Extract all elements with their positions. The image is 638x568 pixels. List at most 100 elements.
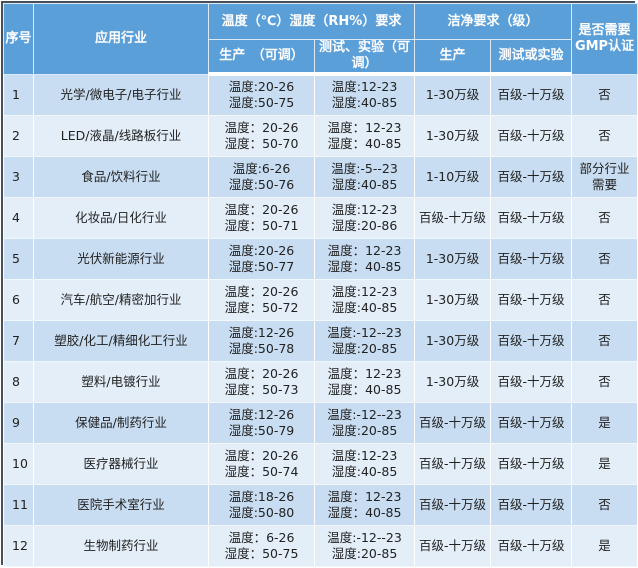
row-clean-production: 百级-十万级 (414, 525, 492, 567)
row-production-range: 温度:12-26 湿度:50-79 (208, 402, 315, 444)
table-row: 6 汽车/航空/精密加行业 温度：20-26 湿度：50-72 温度:12-23 湿度:4… (3, 279, 638, 321)
test-temp: 温度：12-23 (327, 242, 402, 258)
row-production-range: 温度:20-26 湿度:50-75 (208, 74, 315, 116)
row-clean-production: 百级-十万级 (414, 402, 492, 444)
prod-temp: 温度：6-26 (228, 529, 295, 545)
row-test-range: 温度：12-23 湿度：40-85 (313, 484, 416, 526)
row-clean-test: 百级-十万级 (490, 238, 573, 280)
prod-temp: 温度:20-26 (228, 242, 295, 258)
row-industry: 塑料/电镀行业 (33, 361, 209, 403)
table-row: 4 化妆品/日化行业 温度：20-26 湿度：50-71 温度:12-23 湿度:20-8… (3, 197, 638, 239)
row-index: 12 (3, 525, 34, 567)
test-humidity: 湿度：40-85 (327, 258, 402, 274)
prod-humidity: 湿度:50-79 (228, 422, 295, 438)
row-clean-test: 百级-十万级 (490, 115, 573, 157)
prod-temp: 温度:12-26 (228, 324, 295, 340)
row-index: 2 (3, 115, 34, 157)
row-production-range: 温度：20-26 湿度：50-74 (208, 443, 315, 485)
row-gmp: 是 (571, 402, 638, 444)
test-humidity: 湿度:40-85 (331, 299, 398, 315)
test-temp: 温度:12-23 (331, 283, 398, 299)
table-row: 2 LED/液晶/线路板行业 温度：20-26 湿度：50-70 温度：12-23 湿度：… (3, 115, 638, 157)
header-clean-test: 测试或实验 (490, 39, 573, 76)
row-clean-production: 百级-十万级 (414, 197, 492, 239)
test-temp: 温度：12-23 (327, 119, 402, 135)
header-clean-production: 生产 (414, 39, 492, 76)
test-temp: 温度：12-23 (327, 365, 402, 381)
row-industry: LED/液晶/线路板行业 (33, 115, 209, 157)
row-clean-test: 百级-十万级 (490, 443, 573, 485)
row-index: 5 (3, 238, 34, 280)
row-clean-test: 百级-十万级 (490, 320, 573, 362)
row-gmp: 否 (571, 279, 638, 321)
row-index: 4 (3, 197, 34, 239)
row-clean-production: 1-10万级 (414, 156, 492, 198)
prod-temp: 温度：20-26 (224, 201, 299, 217)
row-clean-production: 1-30万级 (414, 115, 492, 157)
row-industry: 光学/微电子/电子行业 (33, 74, 209, 116)
row-test-range: 温度:12-23 湿度:40-85 (313, 279, 416, 321)
row-test-range: 温度:-12--23 湿度:20-85 (313, 525, 416, 567)
header-test-adjustable: 测试、实验（可调） (313, 39, 416, 76)
prod-humidity: 湿度：50-72 (224, 299, 299, 315)
row-index: 11 (3, 484, 34, 526)
row-test-range: 温度:12-23 湿度:20-86 (313, 197, 416, 239)
row-production-range: 温度:12-26 湿度:50-78 (208, 320, 315, 362)
prod-humidity: 湿度:50-76 (228, 176, 295, 192)
row-test-range: 温度：12-23 湿度：40-85 (313, 361, 416, 403)
row-production-range: 温度：20-26 湿度：50-72 (208, 279, 315, 321)
test-humidity: 湿度:20-85 (331, 340, 398, 356)
row-production-range: 温度：20-26 湿度：50-73 (208, 361, 315, 403)
test-humidity: 湿度：40-85 (327, 135, 402, 151)
row-clean-production: 1-30万级 (414, 320, 492, 362)
prod-humidity: 湿度：50-74 (224, 463, 299, 479)
test-temp: 温度:12-23 (331, 79, 398, 95)
prod-temp: 温度：20-26 (224, 365, 299, 381)
prod-temp: 温度:20-26 (228, 79, 295, 95)
row-production-range: 温度：20-26 湿度：50-71 (208, 197, 315, 239)
row-industry: 食品/饮料行业 (33, 156, 209, 198)
row-test-range: 温度:-5--23 湿度:40-85 (313, 156, 416, 198)
prod-humidity: 湿度:50-80 (228, 504, 295, 520)
row-gmp: 是 (571, 443, 638, 485)
row-index: 1 (3, 74, 34, 116)
test-humidity: 湿度:20-85 (331, 422, 398, 438)
row-industry: 保健品/制药行业 (33, 402, 209, 444)
test-humidity: 湿度:40-85 (331, 176, 398, 192)
row-production-range: 温度:20-26 湿度:50-77 (208, 238, 315, 280)
row-clean-test: 百级-十万级 (490, 361, 573, 403)
prod-temp: 温度：20-26 (224, 283, 299, 299)
row-test-range: 温度:-12--23 湿度:20-85 (313, 402, 416, 444)
prod-temp: 温度:6-26 (232, 160, 291, 176)
prod-temp: 温度:12-26 (228, 406, 295, 422)
table-row: 7 塑胶/化工/精细化工行业 温度:12-26 湿度:50-78 温度:-12--23 湿… (3, 320, 638, 362)
row-test-range: 温度:12-23 湿度:40-85 (313, 74, 416, 116)
row-index: 6 (3, 279, 34, 321)
table-row: 5 光伏新能源行业 温度:20-26 湿度:50-77 温度：12-23 湿度：40-85… (3, 238, 638, 280)
test-temp: 温度:-12--23 (327, 529, 402, 545)
test-humidity: 湿度:20-85 (331, 545, 398, 561)
row-gmp: 部分行业需要 (571, 156, 638, 198)
table-row: 10 医疗器械行业 温度：20-26 湿度：50-74 温度:12-23 湿度:40-85… (3, 443, 638, 485)
row-production-range: 温度:18-26 湿度:50-80 (208, 484, 315, 526)
prod-humidity: 湿度：50-75 (224, 545, 299, 561)
table-row: 12 生物制药行业 温度：6-26 湿度：50-75 温度:-12--23 湿度:20-8… (3, 525, 638, 567)
table-row: 1 光学/微电子/电子行业 温度:20-26 湿度:50-75 温度:12-23 湿度:4… (3, 74, 638, 116)
row-index: 3 (3, 156, 34, 198)
row-industry: 塑胶/化工/精细化工行业 (33, 320, 209, 362)
row-test-range: 温度:-12--23 湿度:20-85 (313, 320, 416, 362)
row-clean-test: 百级-十万级 (490, 74, 573, 116)
test-humidity: 湿度：40-85 (327, 504, 402, 520)
table-row: 8 塑料/电镀行业 温度：20-26 湿度：50-73 温度：12-23 湿度：40-85… (3, 361, 638, 403)
row-clean-test: 百级-十万级 (490, 402, 573, 444)
row-industry: 医院手术室行业 (33, 484, 209, 526)
table-row: 3 食品/饮料行业 温度:6-26 湿度:50-76 温度:-5--23 湿度:40-85… (3, 156, 638, 198)
row-test-range: 温度:12-23 湿度:40-85 (313, 443, 416, 485)
row-clean-test: 百级-十万级 (490, 279, 573, 321)
row-index: 8 (3, 361, 34, 403)
prod-temp: 温度：20-26 (224, 119, 299, 135)
header-gmp: 是否需要GMP认证 (571, 3, 638, 75)
row-gmp: 是 (571, 525, 638, 567)
test-temp: 温度:-5--23 (331, 160, 398, 176)
row-gmp: 否 (571, 74, 638, 116)
